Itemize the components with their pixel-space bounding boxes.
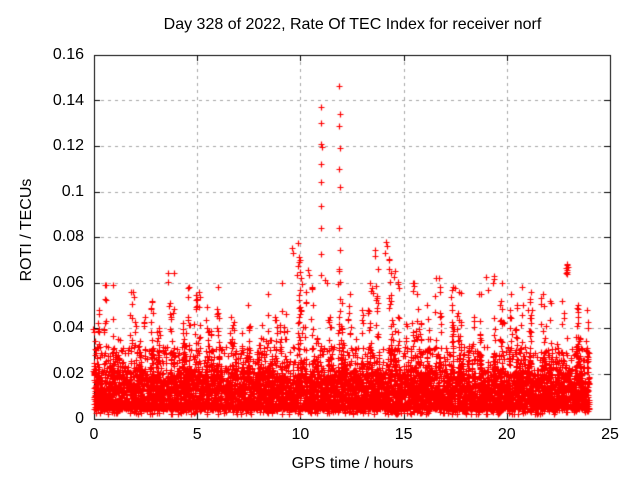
y-tick-label: 0.1 (61, 182, 84, 200)
y-tick-label: 0.16 (52, 46, 84, 63)
y-tick-label: 0.04 (52, 319, 84, 336)
x-tick-label: 10 (291, 426, 310, 443)
x-tick-label: 25 (601, 426, 619, 443)
y-tick-label: 0.02 (52, 364, 84, 382)
chart-title: Day 328 of 2022, Rate Of TEC Index for r… (163, 16, 542, 33)
y-tick-label: 0.08 (52, 228, 84, 245)
y-tick-label: 0 (75, 410, 84, 427)
x-axis-label: GPS time / hours (291, 455, 414, 472)
y-tick-label: 0.06 (52, 273, 84, 291)
y-tick-label: 0.12 (52, 137, 84, 154)
x-tick-label: 0 (89, 426, 99, 443)
x-tick-label: 5 (192, 426, 202, 443)
x-tick-label: 15 (394, 426, 413, 443)
x-tick-label: 20 (497, 426, 516, 443)
y-tick-label: 0.14 (52, 91, 84, 109)
